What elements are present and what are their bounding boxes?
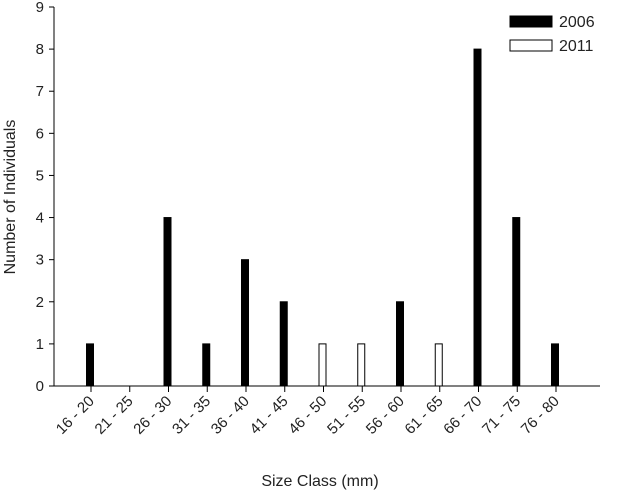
bar-2011-46-50: [318, 343, 327, 387]
y-tick-label: 3: [36, 252, 44, 269]
bar-2011-51-55: [357, 343, 366, 387]
y-tick-label: 8: [36, 41, 44, 58]
bar-2006-71-75: [512, 217, 521, 387]
x-tick-label: 41 - 45: [247, 393, 292, 438]
y-tick-label: 5: [36, 167, 44, 184]
x-axis-label: Size Class (mm): [261, 473, 378, 490]
y-tick-label: 1: [36, 336, 44, 353]
x-tick-label: 31 - 35: [169, 393, 214, 438]
x-tick-label: 46 - 50: [285, 393, 330, 438]
legend-label-2011: 2011: [559, 38, 594, 55]
bar-2006-76-80: [551, 343, 559, 387]
x-tick-label: 56 - 60: [363, 393, 408, 438]
bar-2006-36-40: [241, 259, 249, 387]
bars: [86, 48, 559, 387]
y-axis-ticks: 0 1 2 3 4 5 6 7 8 9: [36, 0, 54, 395]
bar-2011-61-65: [434, 343, 443, 387]
x-tick-label: 21 - 25: [92, 393, 137, 438]
x-tick-label: 71 - 75: [479, 393, 524, 438]
bar-2006-26-30: [163, 217, 172, 387]
y-tick-label: 7: [36, 83, 44, 100]
x-tick-label: 76 - 80: [518, 393, 563, 438]
x-tick-label: 16 - 20: [53, 393, 98, 438]
bar-2006-66-70: [473, 48, 482, 387]
y-tick-label: 4: [36, 210, 44, 227]
legend: 2006 2011: [509, 14, 595, 55]
axes: [53, 7, 600, 387]
y-tick-label: 2: [36, 294, 44, 311]
x-tick-label: 26 - 30: [130, 393, 175, 438]
x-tick-label: 66 - 70: [440, 393, 485, 438]
x-tick-label: 36 - 40: [208, 393, 253, 438]
y-tick-label: 0: [36, 378, 44, 395]
legend-swatch-2006: [509, 15, 553, 28]
bar-2006-31-35: [202, 343, 211, 387]
bar-2006-16-20: [86, 343, 94, 387]
y-tick-label: 6: [36, 125, 44, 142]
legend-label-2006: 2006: [559, 14, 595, 31]
x-tick-label: 61 - 65: [402, 393, 447, 438]
y-tick-label: 9: [36, 0, 44, 16]
x-tick-label: 51 - 55: [324, 393, 369, 438]
y-axis-label: Number of Individuals: [2, 120, 19, 275]
bar-2006-41-45: [279, 301, 288, 387]
legend-swatch-2011: [509, 39, 553, 52]
bar-2006-56-60: [396, 301, 404, 387]
